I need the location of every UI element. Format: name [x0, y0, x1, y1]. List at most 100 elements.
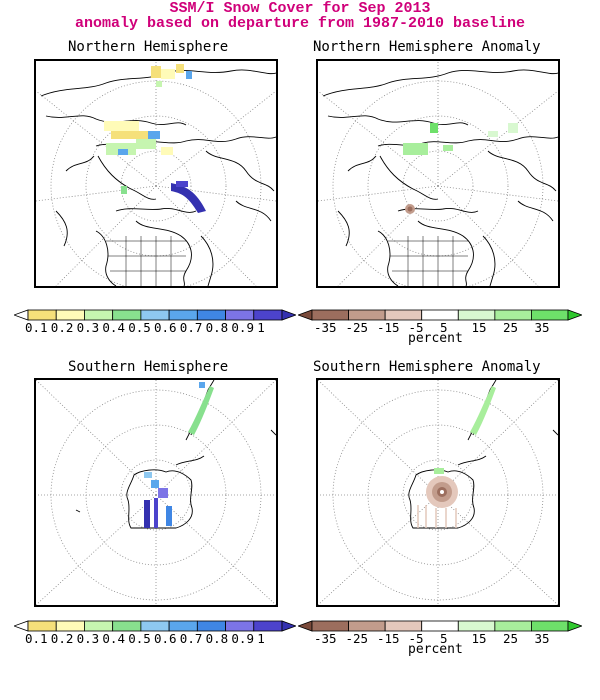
nh-snow-map — [34, 59, 278, 288]
coastlines — [322, 69, 558, 286]
colorbar-tick-label: -25 — [345, 320, 369, 335]
colorbar-tick-label: 35 — [534, 320, 550, 335]
colorbar-tick-label: 5 — [440, 631, 448, 646]
colorbar-tick-label: 0.3 — [76, 631, 100, 646]
colorbar-tick-label: 0.9 — [231, 320, 254, 335]
colorbar-tick-label: 1 — [257, 320, 265, 335]
nh-anomaly-fill — [403, 123, 518, 214]
colorbar-tick-label: -35 — [314, 631, 337, 646]
colorbar-swatch — [384, 309, 423, 321]
colorbar-tick-label: 0.2 — [50, 631, 74, 646]
colorbar-tick-label: 0.5 — [128, 631, 151, 646]
colorbar-tick-label: 25 — [503, 320, 519, 335]
colorbar-swatches — [298, 620, 582, 632]
colorbar-tick-label: -15 — [377, 320, 400, 335]
colorbar-swatch — [196, 309, 226, 321]
colorbar-swatch — [311, 309, 349, 321]
colorbar-swatch — [253, 620, 283, 632]
colorbar-tick-label: 0.2 — [50, 320, 74, 335]
colorbar-tick-label: -5 — [408, 320, 424, 335]
state-borders — [388, 236, 468, 286]
nh-anomaly-unit: percent — [408, 331, 463, 346]
colorbar-swatch — [421, 620, 459, 632]
colorbar-min-arrow — [14, 309, 29, 321]
colorbar-max-arrow — [567, 309, 582, 321]
nh-snow-fill — [104, 64, 206, 213]
colorbar-swatch — [311, 620, 349, 632]
colorbar-tick-label: 0.8 — [205, 631, 229, 646]
sh-snow-map — [34, 378, 278, 607]
colorbar-swatch — [55, 309, 85, 321]
sh-anomaly-fill — [417, 386, 496, 528]
colorbar-tick-label: -25 — [345, 631, 369, 646]
colorbar-tick-label: 0.9 — [231, 631, 254, 646]
colorbar-min-arrow — [14, 620, 29, 632]
coastlines — [408, 380, 558, 529]
sh-panel-title: Southern Hemisphere — [68, 359, 229, 375]
graticule — [318, 61, 558, 286]
colorbar-tick-label: 0.3 — [76, 320, 100, 335]
colorbar-swatch — [168, 309, 198, 321]
colorbar-tick-label: 15 — [471, 631, 487, 646]
sh-snow-fill — [144, 382, 214, 528]
colorbar-swatch — [253, 309, 283, 321]
colorbar-tick-label: 0.6 — [154, 631, 177, 646]
colorbar-swatch — [494, 620, 532, 632]
colorbar-max-arrow — [567, 620, 582, 632]
sh-anomaly-unit: percent — [408, 642, 463, 657]
colorbar-swatch — [84, 309, 114, 321]
graticule — [318, 380, 558, 605]
colorbar-tick-label: -15 — [377, 631, 400, 646]
colorbar-swatches — [14, 309, 296, 321]
colorbar-tick-label: 15 — [471, 320, 487, 335]
colorbar-swatch — [55, 620, 85, 632]
colorbar-tick-label: 0.8 — [205, 320, 229, 335]
colorbar-tick-label: -35 — [314, 320, 337, 335]
colorbar-swatches — [298, 309, 582, 321]
colorbar-swatch — [384, 620, 423, 632]
main-title: SSM/I Snow Cover for Sep 2013 — [169, 0, 431, 17]
sh-anomaly-colorbar — [298, 620, 582, 632]
colorbar-min-arrow — [298, 620, 313, 632]
colorbar-swatch — [84, 620, 114, 632]
colorbar-swatch — [27, 620, 57, 632]
colorbar-tick-label: 5 — [440, 320, 448, 335]
colorbar-tick-label: 0.1 — [25, 631, 48, 646]
colorbar-swatch — [421, 309, 459, 321]
graticule — [36, 61, 276, 286]
coastlines — [40, 69, 276, 286]
colorbar-swatch — [531, 620, 569, 632]
colorbar-tick-label: 0.7 — [179, 631, 203, 646]
colorbar-swatch — [348, 620, 386, 632]
colorbar-swatch — [457, 620, 496, 632]
colorbar-tick-label: 0.7 — [179, 320, 203, 335]
colorbar-max-arrow — [281, 309, 296, 321]
sh-cover-colorbar — [14, 620, 296, 632]
nh-cover-colorbar — [14, 309, 296, 321]
colorbar-tick-label: 25 — [503, 631, 519, 646]
colorbar-tick-label: 0.5 — [128, 320, 151, 335]
colorbar-swatch — [457, 309, 496, 321]
nh-anomaly-panel-title: Northern Hemisphere Anomaly — [313, 39, 541, 55]
graticule — [36, 380, 276, 605]
colorbar-swatch — [225, 620, 255, 632]
colorbar-tick-label: 0.4 — [102, 631, 125, 646]
colorbar-tick-label: 0.4 — [102, 320, 125, 335]
nh-anomaly-map — [316, 59, 560, 288]
colorbar-swatch — [348, 309, 386, 321]
coastlines — [75, 380, 276, 529]
state-borders — [106, 236, 186, 286]
colorbar-swatch — [531, 309, 569, 321]
colorbar-swatch — [112, 309, 142, 321]
colorbar-tick-label: -5 — [408, 631, 424, 646]
colorbar-swatch — [225, 309, 255, 321]
colorbar-tick-label: 0.1 — [25, 320, 48, 335]
colorbar-swatch — [140, 620, 170, 632]
colorbar-swatch — [140, 309, 170, 321]
colorbar-max-arrow — [281, 620, 296, 632]
colorbar-swatch — [168, 620, 198, 632]
colorbar-swatch — [196, 620, 226, 632]
colorbar-min-arrow — [298, 309, 313, 321]
colorbar-tick-label: 35 — [534, 631, 550, 646]
sh-anomaly-map — [316, 378, 560, 607]
